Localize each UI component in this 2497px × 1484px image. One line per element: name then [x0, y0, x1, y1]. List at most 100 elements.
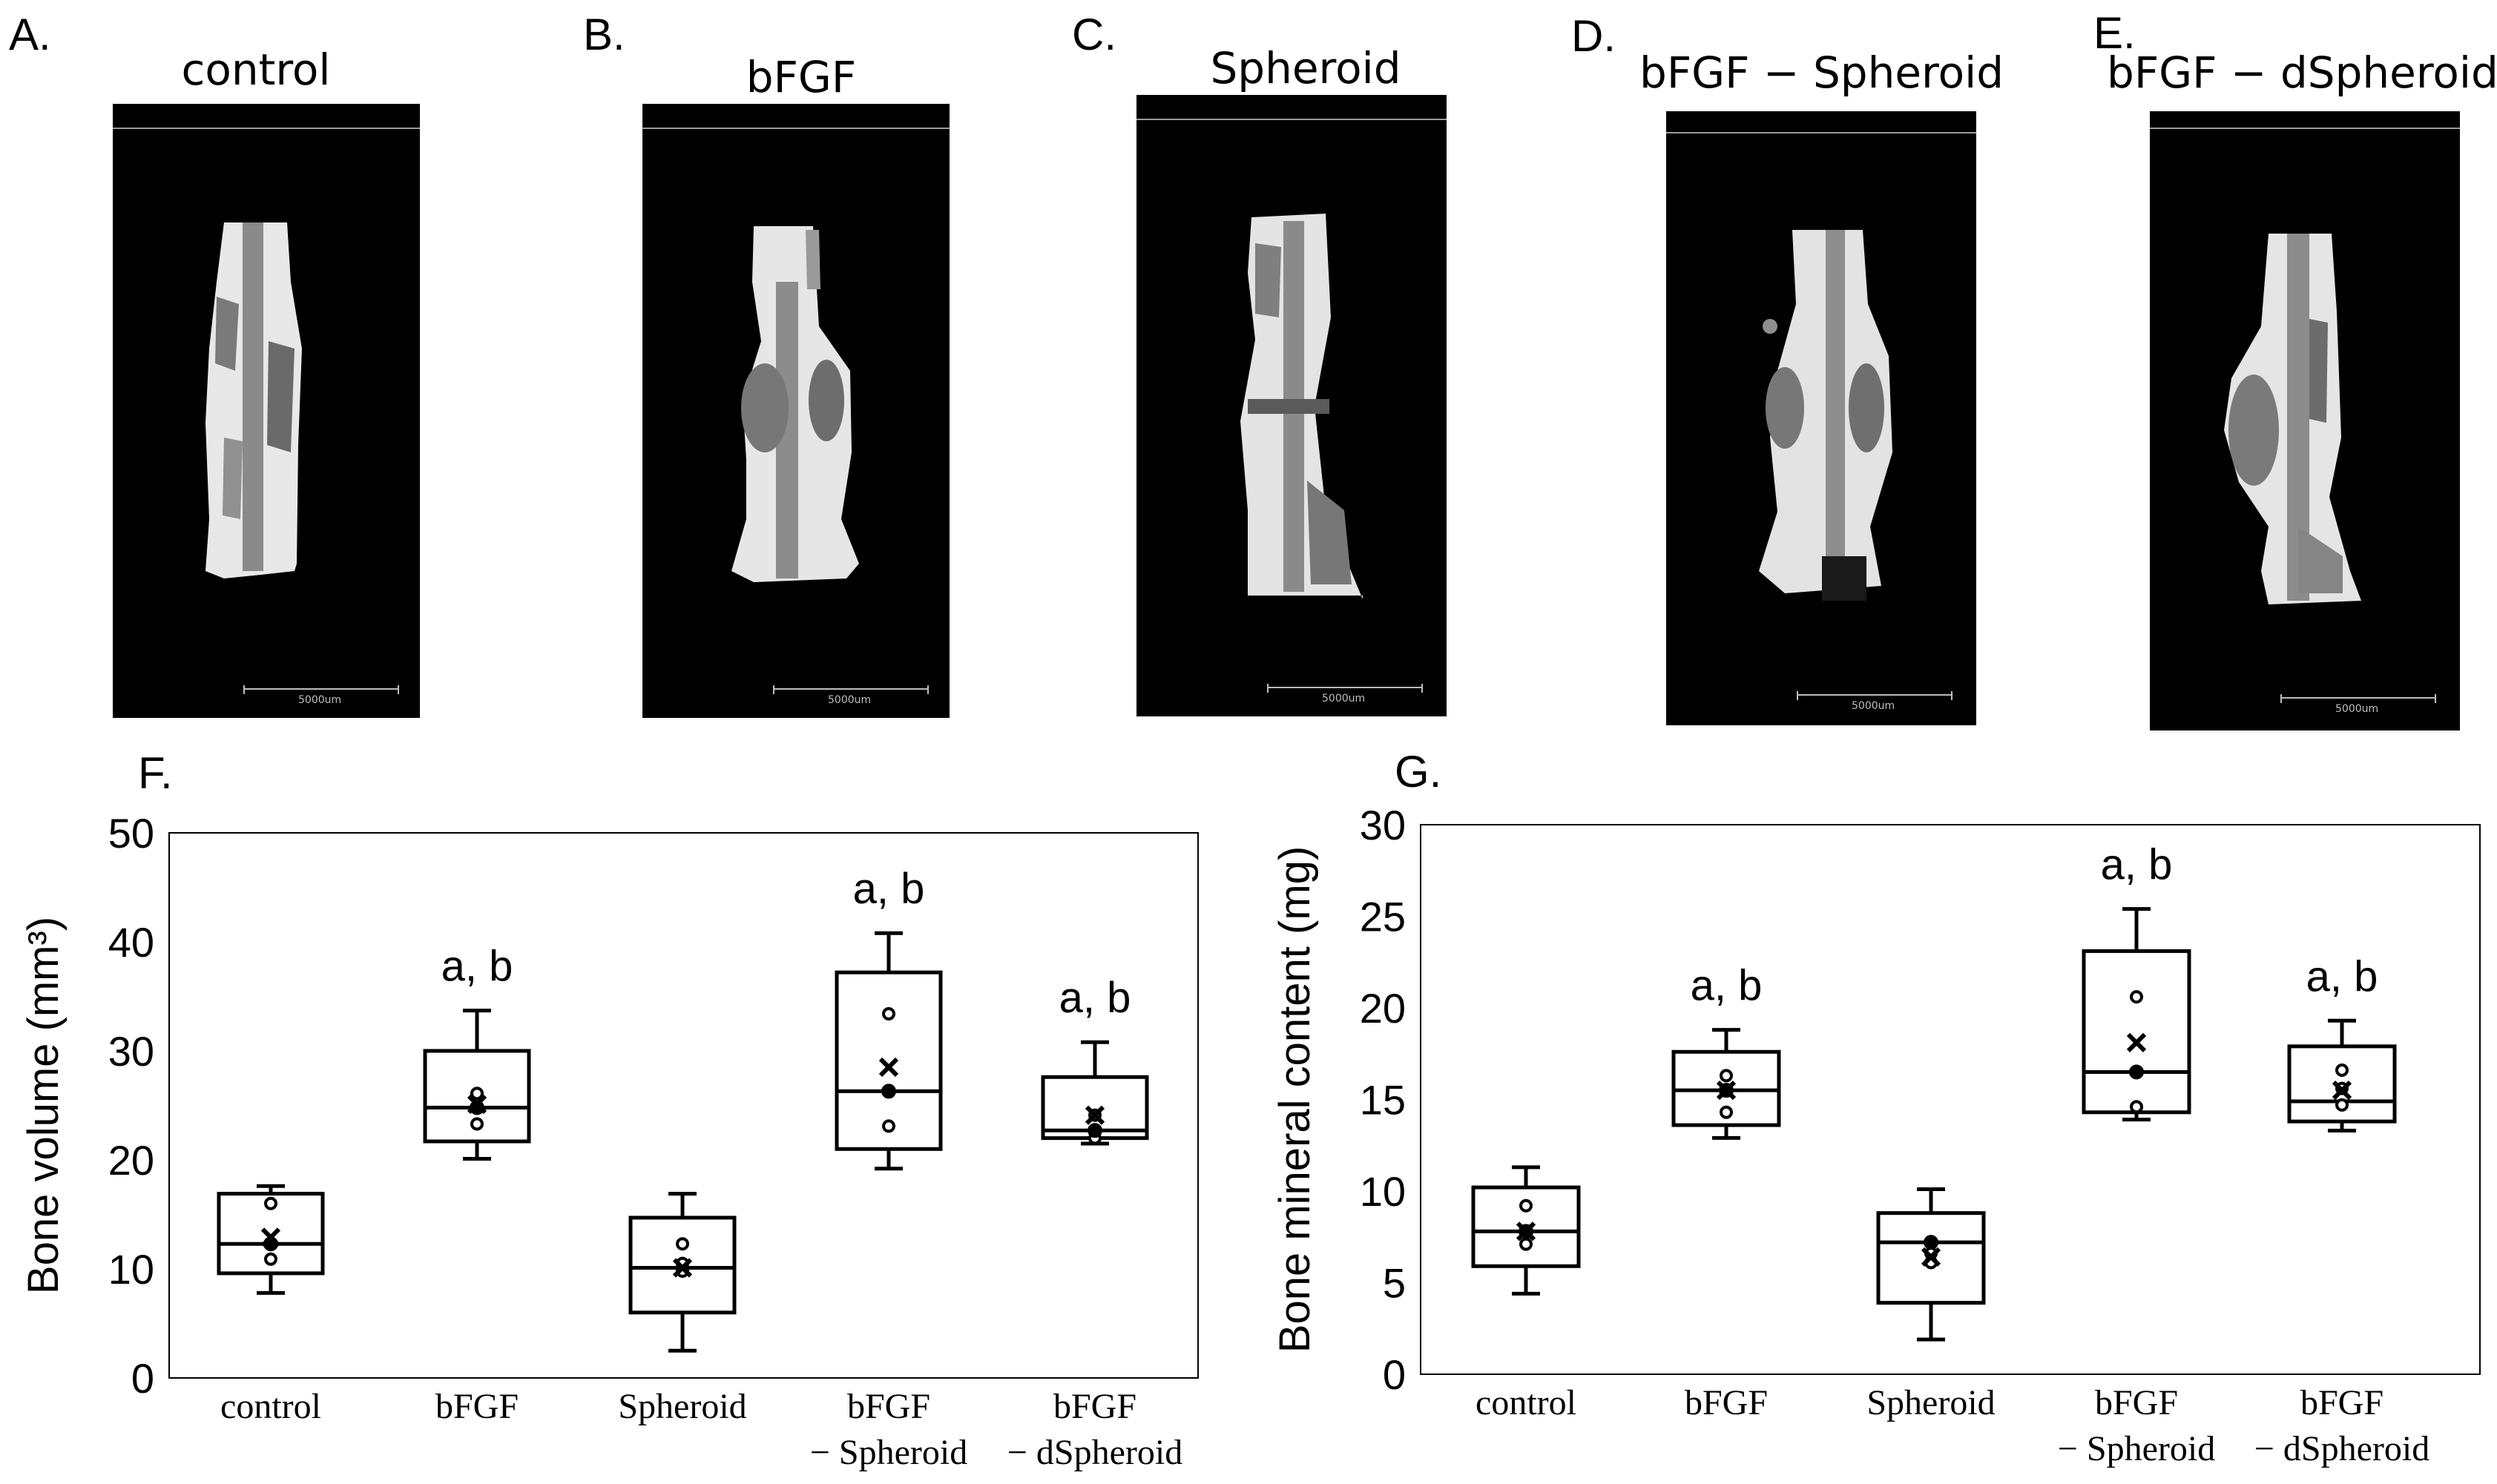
micro-ct-image-bfgf: 5000um [642, 104, 950, 718]
bone-scan-bfgf [731, 226, 859, 582]
data-point [881, 1084, 896, 1099]
y-tick-label: 10 [108, 1246, 154, 1293]
scale-bar [2280, 694, 2436, 703]
y-tick-label: 20 [1360, 985, 1406, 1032]
x-tick-label: bFGF [1053, 1387, 1136, 1426]
data-point [2129, 1064, 2144, 1080]
x-tick-label: bFGF [2300, 1383, 2384, 1422]
panel-title-bfgf-dspheroid: bFGF − dSpheroid [2107, 47, 2497, 98]
mean-marker [1085, 1105, 1105, 1125]
panel-letter-e: E. [2093, 8, 2136, 58]
panel-letter-b: B. [583, 10, 625, 59]
scale-bar-label: 5000um [1322, 693, 1366, 705]
data-point [470, 1086, 484, 1101]
scale-bar [773, 685, 929, 694]
box-4: a, b [1041, 974, 1149, 1146]
mean-marker [672, 1258, 693, 1278]
y-tick-label: 30 [108, 1028, 154, 1075]
micro-ct-image-control: 5000um [113, 104, 420, 718]
mean-marker [1716, 1081, 1737, 1101]
micro-ct-image-bfgf-spheroid: 5000um [1666, 111, 1976, 725]
data-point [1924, 1235, 1938, 1250]
scale-bar-label: 5000um [1852, 700, 1895, 712]
x-tick-label: bFGF [1685, 1383, 1768, 1422]
bone-scan-control [205, 222, 302, 578]
panel-letter-g: G. [1395, 747, 1442, 797]
bone-scan-spheroid [1240, 214, 1363, 599]
y-tick-label: 50 [108, 810, 154, 857]
panel-letter-f: F. [138, 748, 173, 798]
box-2 [1876, 1187, 1986, 1342]
data-point [1720, 1105, 1733, 1119]
data-point [676, 1237, 689, 1251]
micro-ct-image-bfgf-dspheroid: 5000um [2150, 111, 2460, 731]
x-tick-label-line2: − Spheroid [810, 1433, 967, 1472]
y-tick-label: 25 [1360, 894, 1406, 940]
x-tick-label: Spheroid [618, 1387, 746, 1426]
mean-marker [467, 1094, 487, 1115]
data-point [1088, 1123, 1102, 1138]
significance-annotation: a, b [2101, 841, 2173, 889]
mean-marker [2126, 1032, 2147, 1053]
bone-mineral-content-chart: 0 5 10 15 20 25 30 Bone mineral content (mg) con… [1271, 802, 2481, 1468]
significance-annotation: a, b [1691, 962, 1763, 1010]
frame-top-line [642, 128, 950, 129]
panel-title-spheroid: Spheroid [1210, 43, 1401, 93]
bone-volume-chart: 0 10 20 30 40 50 Bone volume (mm³) control a, b b… [19, 810, 1199, 1472]
x-tick-label: bFGF [847, 1387, 930, 1426]
mean-marker [878, 1057, 899, 1078]
y-tick-label: 10 [1360, 1168, 1406, 1215]
frame-top-line [1666, 132, 1976, 133]
box-4: a, b [2287, 952, 2397, 1132]
data-point [264, 1196, 277, 1210]
significance-annotation: a, b [441, 943, 513, 991]
plot-frame [168, 832, 1199, 1379]
data-point [264, 1252, 277, 1266]
frame-top-line [2150, 128, 2460, 129]
x-tick-label: control [220, 1387, 321, 1426]
data-point [882, 1119, 895, 1133]
data-point [1519, 1198, 1533, 1213]
y-axis-label: Bone mineral content (mg) [1271, 846, 1319, 1353]
scale-bar-label: 5000um [2335, 703, 2379, 715]
box-iqr [2082, 949, 2191, 1115]
y-tick-label: 0 [1383, 1351, 1406, 1398]
panel-letter-a: A. [9, 10, 51, 59]
significance-annotation: a, b [1059, 974, 1131, 1022]
bone-scan-bfgf-dspheroid [2224, 234, 2361, 604]
box-1: a, b [423, 943, 531, 1161]
x-tick-label-line2: − dSpheroid [1007, 1433, 1182, 1472]
data-point [2335, 1098, 2349, 1112]
mean-marker [2332, 1081, 2352, 1101]
x-tick-label: Spheroid [1866, 1383, 1995, 1422]
y-tick-label: 5 [1383, 1260, 1406, 1307]
bone-scan-bfgf-spheroid [1759, 230, 1892, 601]
scale-bar [1267, 684, 1423, 693]
data-point [470, 1117, 484, 1131]
x-tick-label: bFGF [435, 1387, 519, 1426]
y-tick-label: 0 [131, 1355, 154, 1402]
y-tick-label: 20 [108, 1137, 154, 1184]
data-point [1519, 1237, 1533, 1251]
data-point [882, 1007, 895, 1021]
box-0 [1471, 1165, 1581, 1296]
significance-annotation: a, b [853, 865, 925, 913]
data-point [2335, 1063, 2349, 1077]
scale-bar [243, 685, 399, 694]
frame-top-line [1136, 119, 1447, 120]
micro-ct-image-spheroid: 5000um [1136, 95, 1447, 716]
box-2 [628, 1192, 737, 1353]
y-tick-label: 30 [1360, 802, 1406, 848]
data-point [2130, 990, 2143, 1004]
mean-marker [260, 1227, 281, 1247]
mean-marker [1921, 1247, 1941, 1267]
x-tick-label-line2: − Spheroid [2058, 1429, 2215, 1468]
data-point [1720, 1069, 1733, 1083]
panel-letter-d: D. [1571, 11, 1616, 61]
mean-marker [1516, 1221, 1536, 1241]
plot-frame [1420, 824, 2481, 1375]
y-tick-label: 15 [1360, 1077, 1406, 1124]
panel-letter-c: C. [1072, 10, 1116, 59]
scale-bar-label: 5000um [298, 694, 342, 706]
